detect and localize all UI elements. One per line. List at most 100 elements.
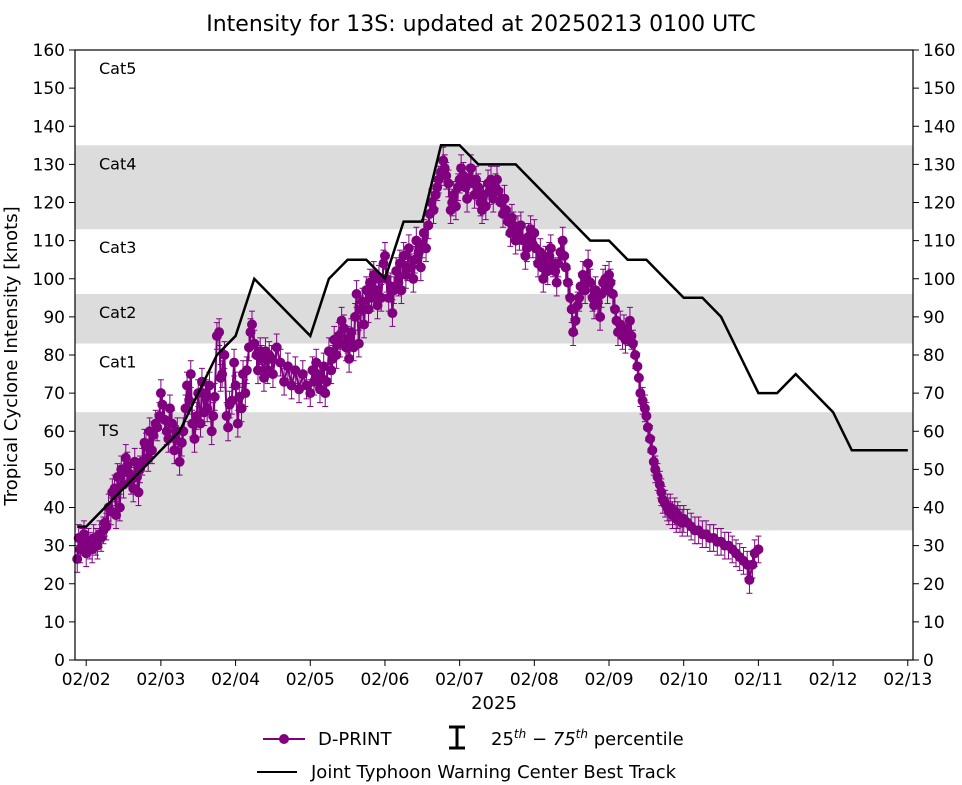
- dprint-point: [195, 418, 206, 429]
- dprint-point: [111, 510, 122, 521]
- dprint-point: [290, 365, 301, 376]
- x-tick-label: 02/03: [136, 670, 185, 690]
- dprint-point: [191, 411, 202, 421]
- band-label-cat1: Cat1: [99, 353, 136, 372]
- dprint-point: [753, 544, 764, 555]
- band-label-ts: TS: [98, 421, 119, 440]
- dprint-point: [204, 380, 215, 391]
- dprint-point: [456, 163, 467, 174]
- dprint-point: [236, 403, 247, 414]
- dprint-point: [506, 212, 517, 223]
- dprint-point: [376, 292, 387, 303]
- dprint-point: [123, 468, 134, 479]
- dprint-point: [230, 380, 241, 391]
- dprint-point: [406, 262, 417, 273]
- dprint-point: [341, 342, 352, 353]
- dprint-point: [560, 262, 571, 273]
- dprint-point: [403, 243, 414, 254]
- dprint-point: [79, 529, 89, 540]
- x-tick-label: 02/11: [734, 670, 783, 690]
- dprint-point: [626, 330, 637, 341]
- dprint-point: [184, 395, 195, 406]
- dprint-point: [473, 182, 484, 193]
- dprint-point: [656, 487, 667, 498]
- dprint-point: [72, 554, 83, 564]
- dprint-point: [371, 285, 381, 296]
- dprint-point: [492, 174, 502, 185]
- dprint-point: [112, 472, 123, 482]
- dprint-point: [568, 327, 579, 338]
- chart-title: Intensity for 13S: updated at 20250213 0…: [206, 12, 756, 37]
- dprint-point: [418, 228, 429, 238]
- y-tick-label-right: 140: [923, 117, 955, 137]
- dprint-point: [639, 403, 650, 414]
- dprint-point: [448, 189, 459, 200]
- dprint-point: [635, 388, 646, 399]
- dprint-point: [542, 266, 553, 277]
- dprint-point: [182, 380, 192, 391]
- y-tick-label-right: 10: [923, 613, 945, 633]
- dprint-point: [256, 353, 267, 364]
- dprint-point: [336, 315, 347, 326]
- dprint-point: [480, 201, 491, 212]
- y-tick-label-left: 40: [43, 499, 65, 519]
- dprint-point: [92, 540, 103, 551]
- dprint-point: [301, 380, 312, 391]
- dprint-point: [132, 472, 142, 482]
- legend: D-PRINT 25th − 75th percentile Joint Typ…: [257, 725, 684, 783]
- dprint-point: [652, 472, 663, 482]
- dprint-point: [627, 338, 638, 349]
- y-tick-label-left: 10: [43, 613, 65, 633]
- y-tick-label-right: 50: [923, 460, 945, 480]
- dprint-point: [180, 403, 191, 414]
- dprint-point: [443, 178, 454, 189]
- dprint-point: [350, 311, 361, 322]
- dprint-point: [275, 357, 286, 368]
- y-tick-label-left: 30: [43, 537, 65, 557]
- dprint-point: [570, 315, 581, 326]
- band-cat2: [75, 294, 913, 344]
- dprint-point: [488, 193, 499, 204]
- dprint-point: [642, 422, 653, 433]
- dprint-point: [460, 182, 471, 193]
- dprint-point: [114, 502, 125, 513]
- dprint-point: [415, 262, 426, 273]
- dprint-point: [353, 338, 364, 349]
- x-tick-label: 02/06: [360, 670, 409, 690]
- dprint-point: [247, 319, 257, 330]
- dprint-point: [428, 205, 439, 216]
- dprint-point: [357, 296, 368, 307]
- dprint-point: [580, 285, 591, 296]
- series-layer: [72, 144, 908, 594]
- dprint-point: [641, 411, 652, 421]
- y-tick-label-left: 90: [43, 308, 65, 328]
- dprint-point: [229, 357, 240, 368]
- dprint-point: [208, 411, 219, 421]
- dprint-point: [391, 266, 402, 277]
- dprint-point: [610, 304, 620, 315]
- dprint-point: [185, 369, 196, 380]
- dprint-point: [535, 247, 546, 258]
- dprint-point: [538, 273, 549, 284]
- dprint-point: [605, 277, 616, 288]
- dprint-point: [320, 388, 331, 399]
- dprint-point: [169, 445, 180, 456]
- dprint-point: [176, 437, 187, 448]
- dprint-point: [241, 365, 252, 376]
- dprint-point: [585, 277, 596, 288]
- legend-dprint-label: D-PRINT: [318, 729, 392, 750]
- x-tick-label: 02/12: [809, 670, 858, 690]
- dprint-point: [356, 304, 367, 315]
- y-tick-label-right: 70: [923, 384, 945, 404]
- dprint-point: [583, 258, 594, 269]
- band-label-cat3: Cat3: [99, 238, 136, 257]
- dprint-point: [361, 285, 372, 296]
- y-tick-label-left: 100: [33, 270, 65, 290]
- legend-errorbar-icon: [449, 725, 465, 750]
- dprint-point: [433, 174, 444, 185]
- dprint-point: [167, 418, 178, 429]
- y-tick-label-right: 100: [923, 270, 955, 290]
- dprint-point: [351, 289, 362, 299]
- dprint-point: [214, 327, 225, 338]
- y-tick-label-left: 20: [43, 575, 65, 595]
